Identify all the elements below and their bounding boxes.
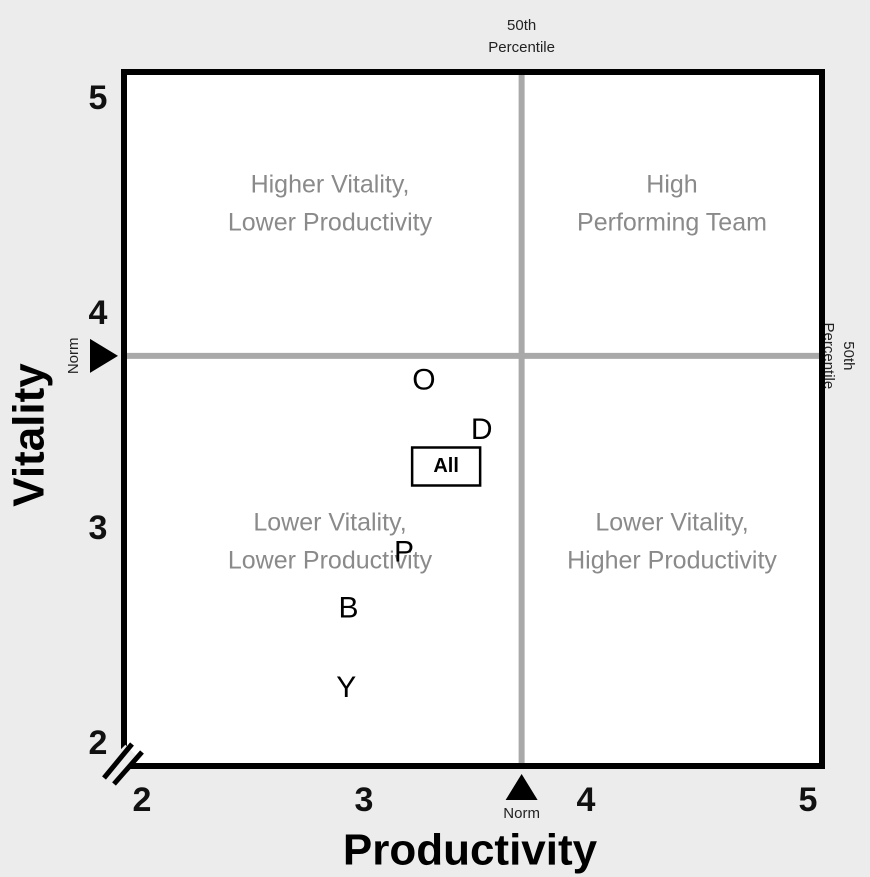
quadrant-label: High	[646, 171, 697, 199]
point-label: P	[394, 535, 414, 568]
x-tick-label: 5	[799, 781, 818, 819]
quadrant-label: Higher Productivity	[567, 547, 777, 575]
point-label: Y	[336, 671, 356, 704]
y-tick-label: 3	[89, 509, 108, 547]
point-label: All	[433, 455, 459, 477]
point-label: O	[412, 363, 435, 396]
y-tick-label: 2	[89, 724, 108, 762]
x-tick-label: 4	[577, 781, 596, 819]
y-tick-label: 5	[89, 79, 108, 117]
point-label: D	[471, 413, 493, 446]
quadrant-label: Lower Vitality,	[595, 509, 748, 537]
quadrant-label: Lower Vitality,	[253, 509, 406, 537]
norm-marker	[505, 774, 538, 800]
point-label: B	[338, 591, 358, 624]
quadrant-label: Lower Productivity	[228, 209, 433, 237]
reference-label: 50th	[507, 17, 536, 34]
reference-label: 50th	[840, 341, 857, 370]
y-tick-label: 4	[89, 294, 108, 332]
y-axis-title: Vitality	[5, 363, 54, 507]
axis-break	[102, 742, 134, 780]
x-axis-title: Productivity	[343, 826, 598, 875]
point-box	[410, 446, 482, 487]
axis-break-gap	[107, 744, 140, 778]
norm-label: Norm	[65, 338, 82, 375]
norm-marker	[90, 338, 118, 373]
plot-background	[124, 72, 822, 766]
reference-label: Percentile	[488, 39, 555, 56]
x-tick-label: 2	[133, 781, 152, 819]
x-tick-label: 3	[355, 781, 374, 819]
norm-label: Norm	[503, 805, 540, 822]
plot-frame	[121, 69, 825, 769]
quadrant-label: Performing Team	[577, 209, 767, 237]
axis-break	[112, 750, 144, 786]
quadrant-label: Higher Vitality,	[251, 171, 410, 199]
quadrant-label: Lower Productivity	[228, 547, 433, 575]
